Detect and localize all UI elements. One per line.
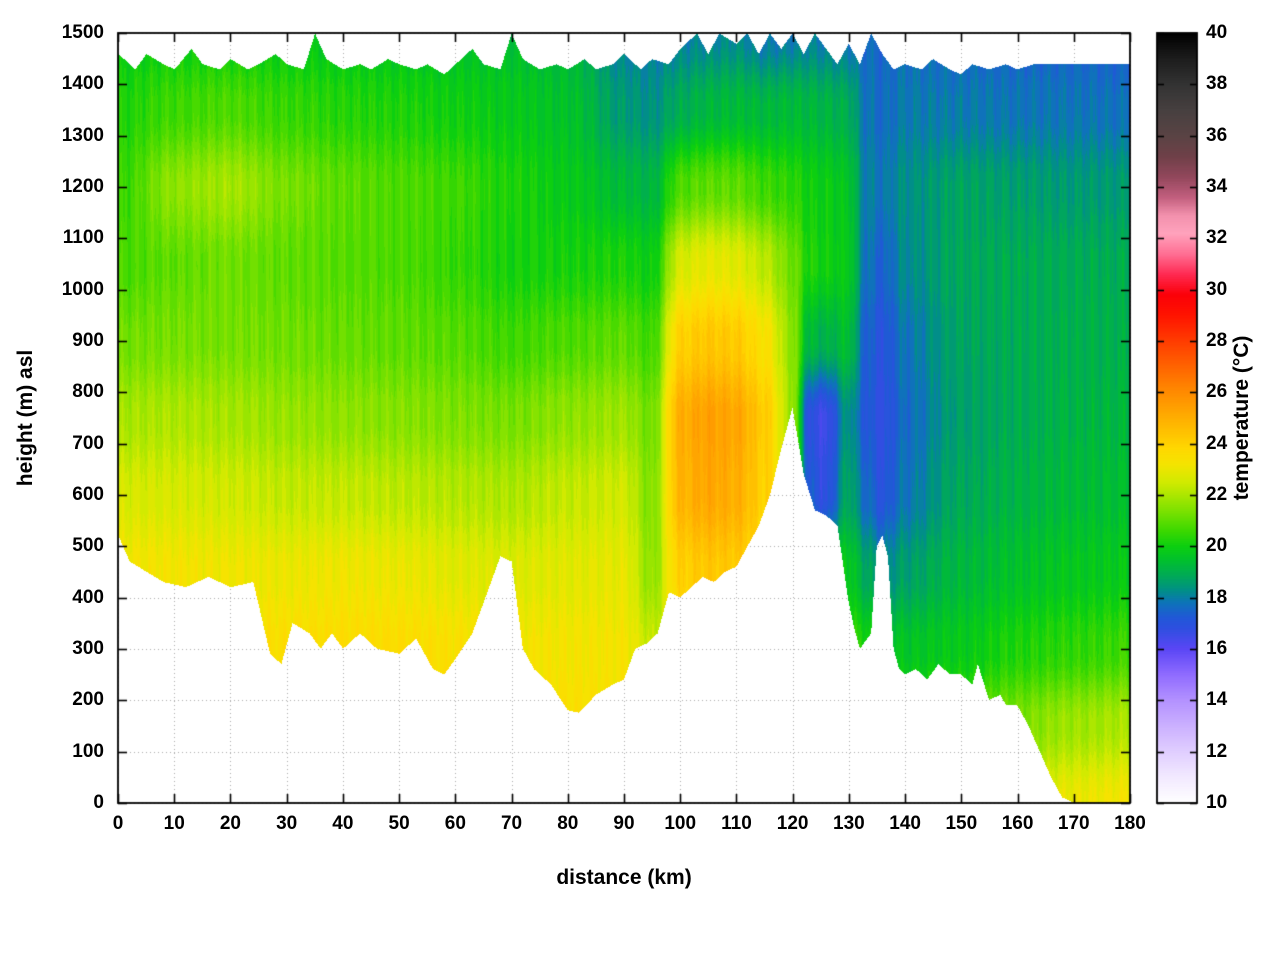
y-tick-label: 1200 — [61, 176, 104, 197]
colorbar-tick-label: 34 — [1206, 176, 1228, 197]
x-tick-label: 30 — [276, 813, 298, 834]
y-tick-label: 900 — [72, 330, 104, 351]
y-tick-label: 200 — [72, 689, 104, 711]
x-tick-label: 110 — [721, 813, 752, 834]
colorbar-tick-label: 22 — [1206, 484, 1228, 505]
x-tick-label: 10 — [163, 813, 185, 834]
colorbar-tick-label: 40 — [1206, 22, 1228, 43]
colorbar-tick-label: 18 — [1206, 586, 1228, 608]
colorbar-tick-label: 16 — [1206, 638, 1228, 659]
colorbar-tick-label: 24 — [1206, 432, 1228, 454]
x-tick-label: 100 — [664, 813, 697, 834]
colorbar-tick-label: 32 — [1206, 227, 1228, 249]
y-tick-label: 300 — [72, 638, 104, 659]
x-tick-label: 160 — [1001, 813, 1034, 834]
y-tick-label: 1100 — [62, 227, 104, 249]
colorbar-tick-label: 30 — [1206, 278, 1228, 300]
y-tick-label: 1300 — [61, 124, 104, 146]
x-tick-label: 40 — [332, 813, 354, 834]
colorbar-tick-label: 38 — [1206, 73, 1228, 95]
y-tick-label: 400 — [72, 586, 104, 608]
colorbar-tick-label: 26 — [1206, 381, 1228, 403]
x-tick-label: 180 — [1114, 813, 1146, 834]
y-tick-label: 1500 — [61, 22, 104, 43]
x-tick-label: 0 — [112, 813, 124, 834]
colorbar-label: temperature (°C) — [1230, 335, 1253, 501]
y-tick-label: 600 — [72, 484, 104, 505]
colorbar-tick-label: 10 — [1206, 792, 1228, 813]
x-tick-label: 150 — [945, 813, 978, 834]
x-tick-label: 120 — [776, 813, 809, 834]
x-axis-label: distance (km) — [556, 866, 692, 889]
x-tick-label: 170 — [1057, 813, 1090, 834]
y-tick-label: 0 — [93, 792, 104, 813]
x-tick-label: 130 — [833, 813, 865, 834]
x-tick-label: 20 — [219, 813, 241, 834]
y-tick-label: 1400 — [61, 73, 104, 95]
x-tick-label: 140 — [889, 813, 921, 834]
colorbar-tick-label: 36 — [1206, 124, 1228, 146]
colorbar-tick-label: 14 — [1206, 689, 1228, 711]
y-tick-label: 500 — [72, 535, 104, 557]
colorbar-tick-label: 28 — [1206, 330, 1228, 351]
y-tick-label: 1000 — [61, 278, 104, 300]
colorbar-tick-label: 12 — [1206, 740, 1228, 762]
y-tick-label: 700 — [72, 432, 104, 454]
y-axis-label: height (m) asl — [14, 349, 37, 487]
y-tick-label: 100 — [72, 740, 104, 762]
x-tick-label: 60 — [444, 813, 466, 834]
x-tick-label: 80 — [557, 813, 579, 834]
x-tick-label: 50 — [388, 813, 410, 834]
x-tick-label: 90 — [613, 813, 635, 834]
colorbar-tick-label: 20 — [1206, 535, 1228, 557]
x-tick-label: 70 — [500, 813, 523, 834]
y-tick-label: 800 — [72, 381, 104, 403]
